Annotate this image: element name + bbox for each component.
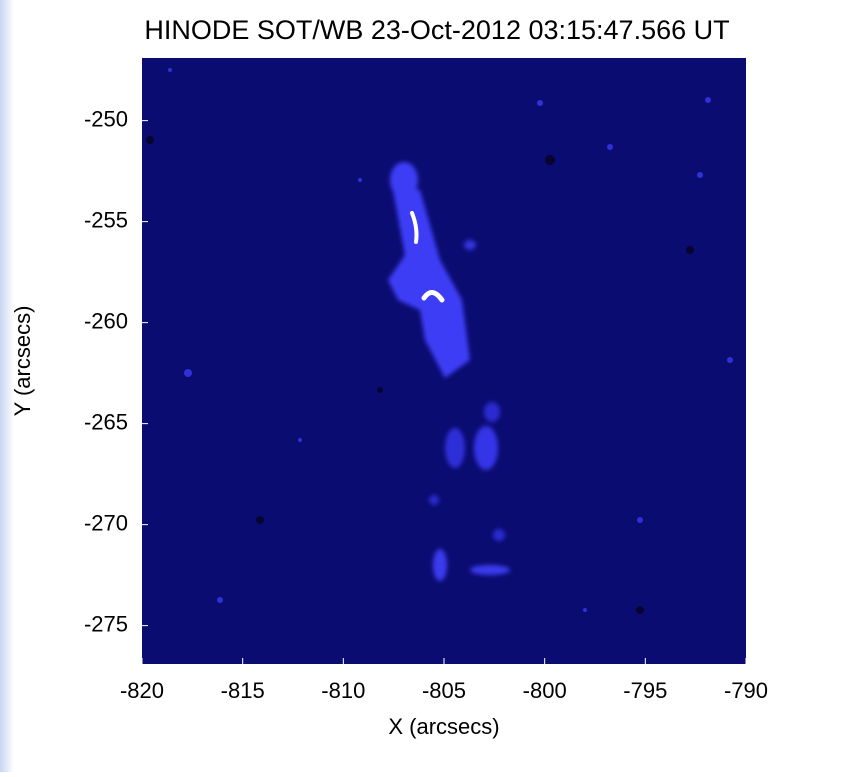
x-tick-label: -795 [623,678,667,703]
y-tick-label: -260 [84,308,128,333]
y-tick-label: -275 [84,611,128,636]
x-tick-label: -790 [724,678,768,703]
y-tick-label: -255 [84,207,128,232]
x-tick-label: -815 [221,678,265,703]
solar-image [142,58,746,664]
noise-dots [168,68,733,612]
chart-title: HINODE SOT/WB 23-Oct-2012 03:15:47.566 U… [144,15,729,45]
side-strip [0,0,14,772]
x-tick-label: -820 [120,678,164,703]
y-tick-label: -270 [84,510,128,535]
y-tick-label: -250 [84,106,128,131]
x-tick-label: -800 [523,678,567,703]
y-tick-label: -265 [84,409,128,434]
y-axis-label: Y (arcsecs) [10,306,35,417]
bright-region [388,162,510,581]
x-axis-label: X (arcsecs) [388,714,499,739]
x-tick-label: -810 [321,678,365,703]
dark-dots [146,136,694,614]
x-tick-label: -805 [422,678,466,703]
